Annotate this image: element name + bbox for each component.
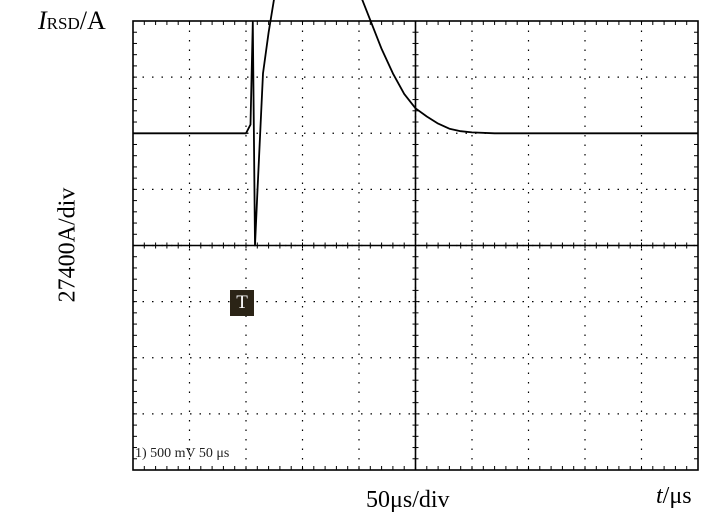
plot-frame	[132, 20, 699, 471]
y-scale-label: 27400A/div	[54, 187, 81, 303]
x-scale-label: 50μs/div	[366, 487, 450, 513]
y-axis-label: IRSD/A	[38, 6, 106, 36]
center-axes	[133, 21, 698, 470]
y-axis-subscript: RSD	[46, 14, 80, 33]
current-waveform-trace	[133, 0, 698, 247]
x-axis-label: t/μs	[656, 483, 692, 510]
x-axis-symbol: t	[656, 483, 663, 509]
y-axis-unit: /A	[79, 6, 106, 35]
channel-settings-readout: 1) 500 mV 50 μs	[135, 446, 230, 461]
y-axis-symbol: I	[38, 6, 47, 35]
x-axis-unit: /μs	[662, 483, 692, 509]
trigger-marker: T	[230, 290, 254, 316]
